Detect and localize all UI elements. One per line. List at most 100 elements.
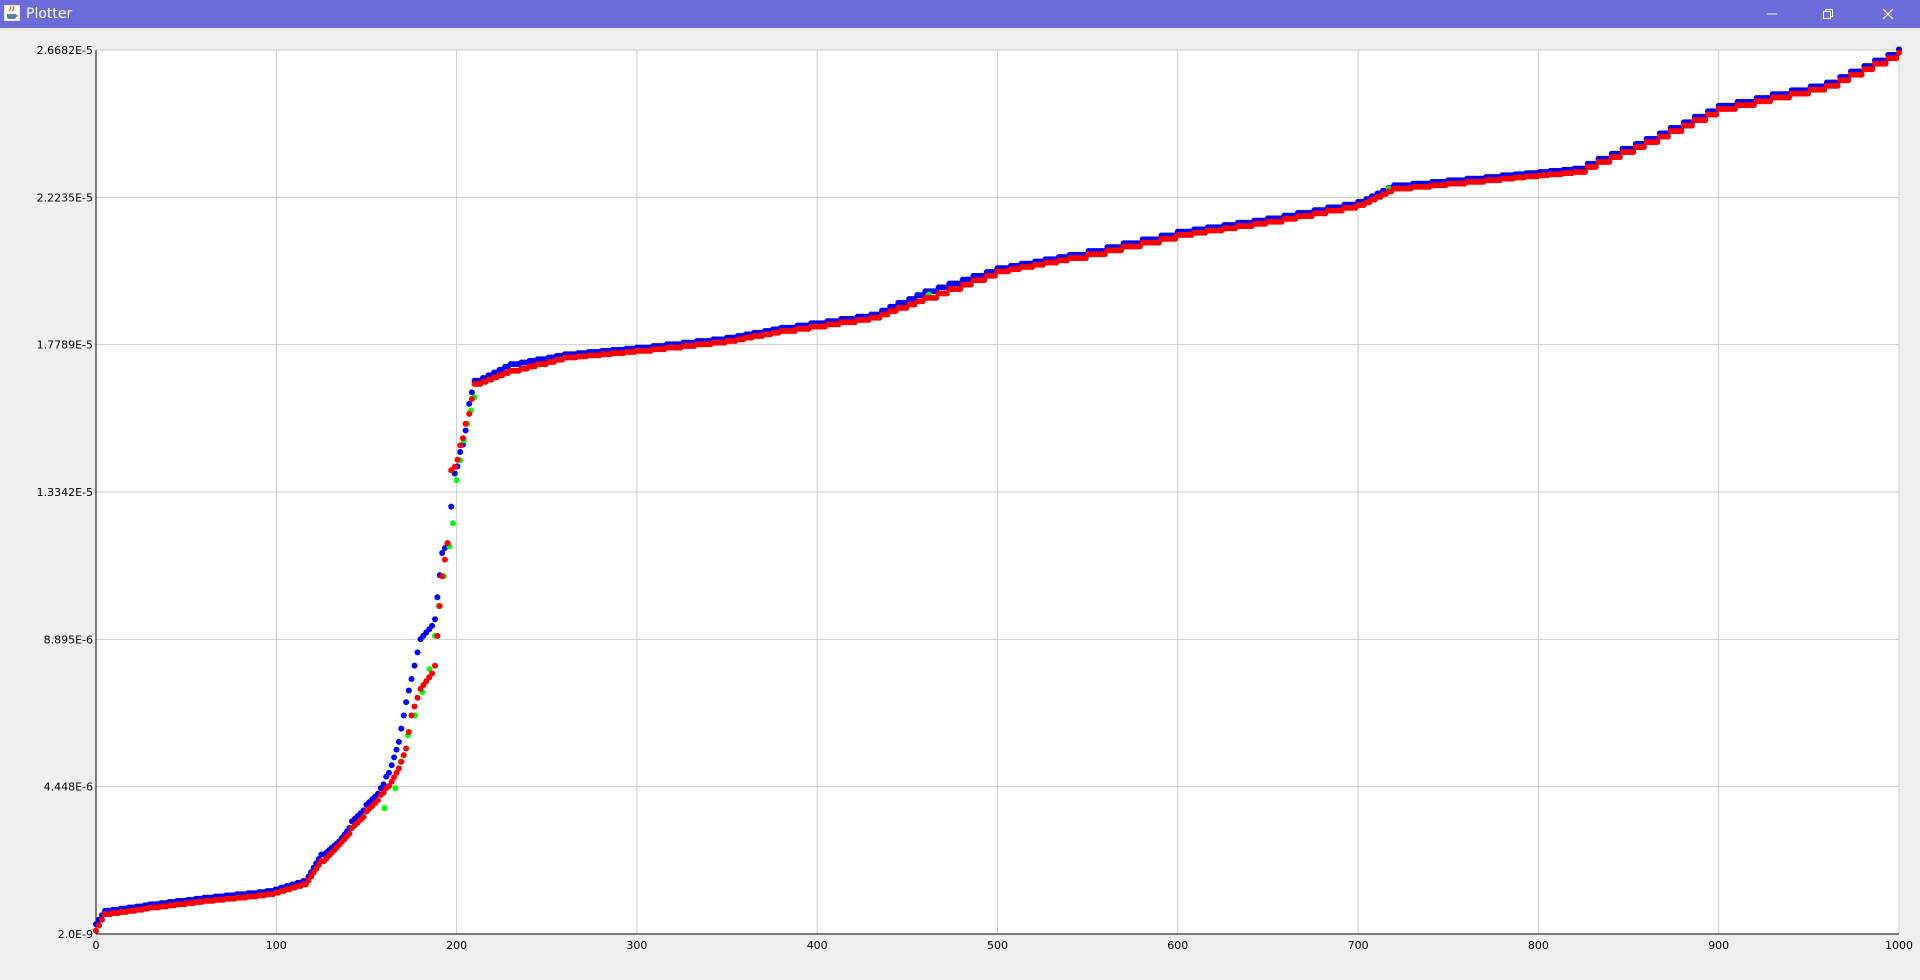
data-point xyxy=(400,752,407,759)
data-point xyxy=(457,442,464,449)
data-point xyxy=(398,758,405,765)
data-point xyxy=(434,632,441,639)
restore-icon xyxy=(1823,9,1833,19)
x-tick-label: 100 xyxy=(266,939,287,952)
data-point xyxy=(431,662,438,669)
data-point xyxy=(1869,66,1876,73)
data-point xyxy=(449,520,456,527)
y-tick-label: 2.0E-9 xyxy=(58,928,93,941)
data-point xyxy=(454,456,461,463)
data-point xyxy=(414,649,421,656)
y-tick-label: 1.3342E-5 xyxy=(37,486,93,499)
data-point xyxy=(393,769,400,776)
restore-button[interactable] xyxy=(1800,0,1856,28)
x-tick-label: 0 xyxy=(93,939,100,952)
data-point xyxy=(380,789,387,796)
data-point xyxy=(1678,128,1685,135)
data-point xyxy=(99,916,106,923)
data-point xyxy=(388,778,395,785)
data-point xyxy=(395,765,402,772)
data-point xyxy=(468,389,475,396)
data-point xyxy=(441,556,448,563)
data-point xyxy=(381,805,388,812)
data-point xyxy=(434,594,441,601)
data-point xyxy=(981,277,988,284)
x-tick-label: 900 xyxy=(1708,939,1729,952)
scatter-plot: 0 100 200 300 400 500 600 700 800 900 1000 2.0E-9 4.… xyxy=(37,44,1913,952)
data-point xyxy=(439,550,446,557)
data-point xyxy=(462,427,469,434)
data-point xyxy=(1688,122,1695,129)
data-point xyxy=(1582,168,1589,175)
data-point xyxy=(391,774,398,781)
x-tick-label: 1000 xyxy=(1885,939,1913,952)
data-point xyxy=(1882,60,1889,67)
data-point xyxy=(393,746,400,753)
title-bar: Plotter xyxy=(0,0,1920,28)
minimize-button[interactable] xyxy=(1744,0,1800,28)
data-point xyxy=(1630,149,1637,156)
data-point xyxy=(411,662,418,669)
data-point xyxy=(466,410,473,417)
y-tick-label: 8.895E-6 xyxy=(44,633,93,646)
data-point xyxy=(385,783,392,790)
data-point xyxy=(346,830,353,837)
data-point xyxy=(408,712,415,719)
data-point xyxy=(933,294,940,301)
data-point xyxy=(405,687,412,694)
minimize-icon xyxy=(1767,13,1777,15)
window-title: Plotter xyxy=(26,6,73,22)
data-point xyxy=(96,922,103,929)
data-point xyxy=(431,616,438,623)
y-tick-label: 2.6682E-5 xyxy=(37,44,93,57)
data-point xyxy=(1858,71,1865,78)
data-point xyxy=(391,754,398,761)
data-point xyxy=(395,738,402,745)
x-tick-label: 500 xyxy=(987,939,1008,952)
data-point xyxy=(1893,55,1900,62)
data-point xyxy=(400,712,407,719)
y-tick-label: 4.448E-6 xyxy=(44,781,93,794)
x-tick-label: 300 xyxy=(626,939,647,952)
close-icon xyxy=(1882,8,1894,20)
data-point xyxy=(1702,117,1709,124)
data-point xyxy=(1616,154,1623,161)
data-point xyxy=(398,725,405,732)
data-point xyxy=(991,272,998,279)
data-point xyxy=(451,463,458,470)
close-button[interactable] xyxy=(1860,0,1916,28)
data-point xyxy=(93,927,99,934)
data-point xyxy=(429,670,436,677)
data-point xyxy=(1896,49,1902,56)
java-app-icon xyxy=(4,5,20,21)
data-point xyxy=(436,603,443,610)
data-point xyxy=(1654,139,1661,146)
data-point xyxy=(414,694,421,701)
data-point xyxy=(1640,144,1647,151)
x-tick-label: 600 xyxy=(1167,939,1188,952)
data-point xyxy=(1834,82,1841,89)
data-point xyxy=(1606,159,1613,166)
x-tick-label: 200 xyxy=(446,939,467,952)
data-point xyxy=(943,290,950,297)
data-point xyxy=(403,699,410,706)
data-point xyxy=(457,448,464,455)
data-point xyxy=(453,477,460,484)
data-point xyxy=(388,762,395,769)
data-point xyxy=(426,665,433,672)
data-point xyxy=(374,797,381,804)
data-point xyxy=(360,813,367,820)
data-point xyxy=(967,281,974,288)
data-point xyxy=(441,545,448,552)
x-tick-label: 700 xyxy=(1348,939,1369,952)
data-point xyxy=(403,745,410,752)
y-tick-label: 1.7789E-5 xyxy=(37,339,93,352)
data-point xyxy=(385,769,392,776)
data-point xyxy=(459,435,466,442)
data-point xyxy=(1713,111,1720,118)
x-tick-label: 800 xyxy=(1528,939,1549,952)
data-point xyxy=(448,503,455,510)
data-point xyxy=(444,540,451,547)
data-point xyxy=(468,395,475,402)
data-point xyxy=(957,286,964,293)
